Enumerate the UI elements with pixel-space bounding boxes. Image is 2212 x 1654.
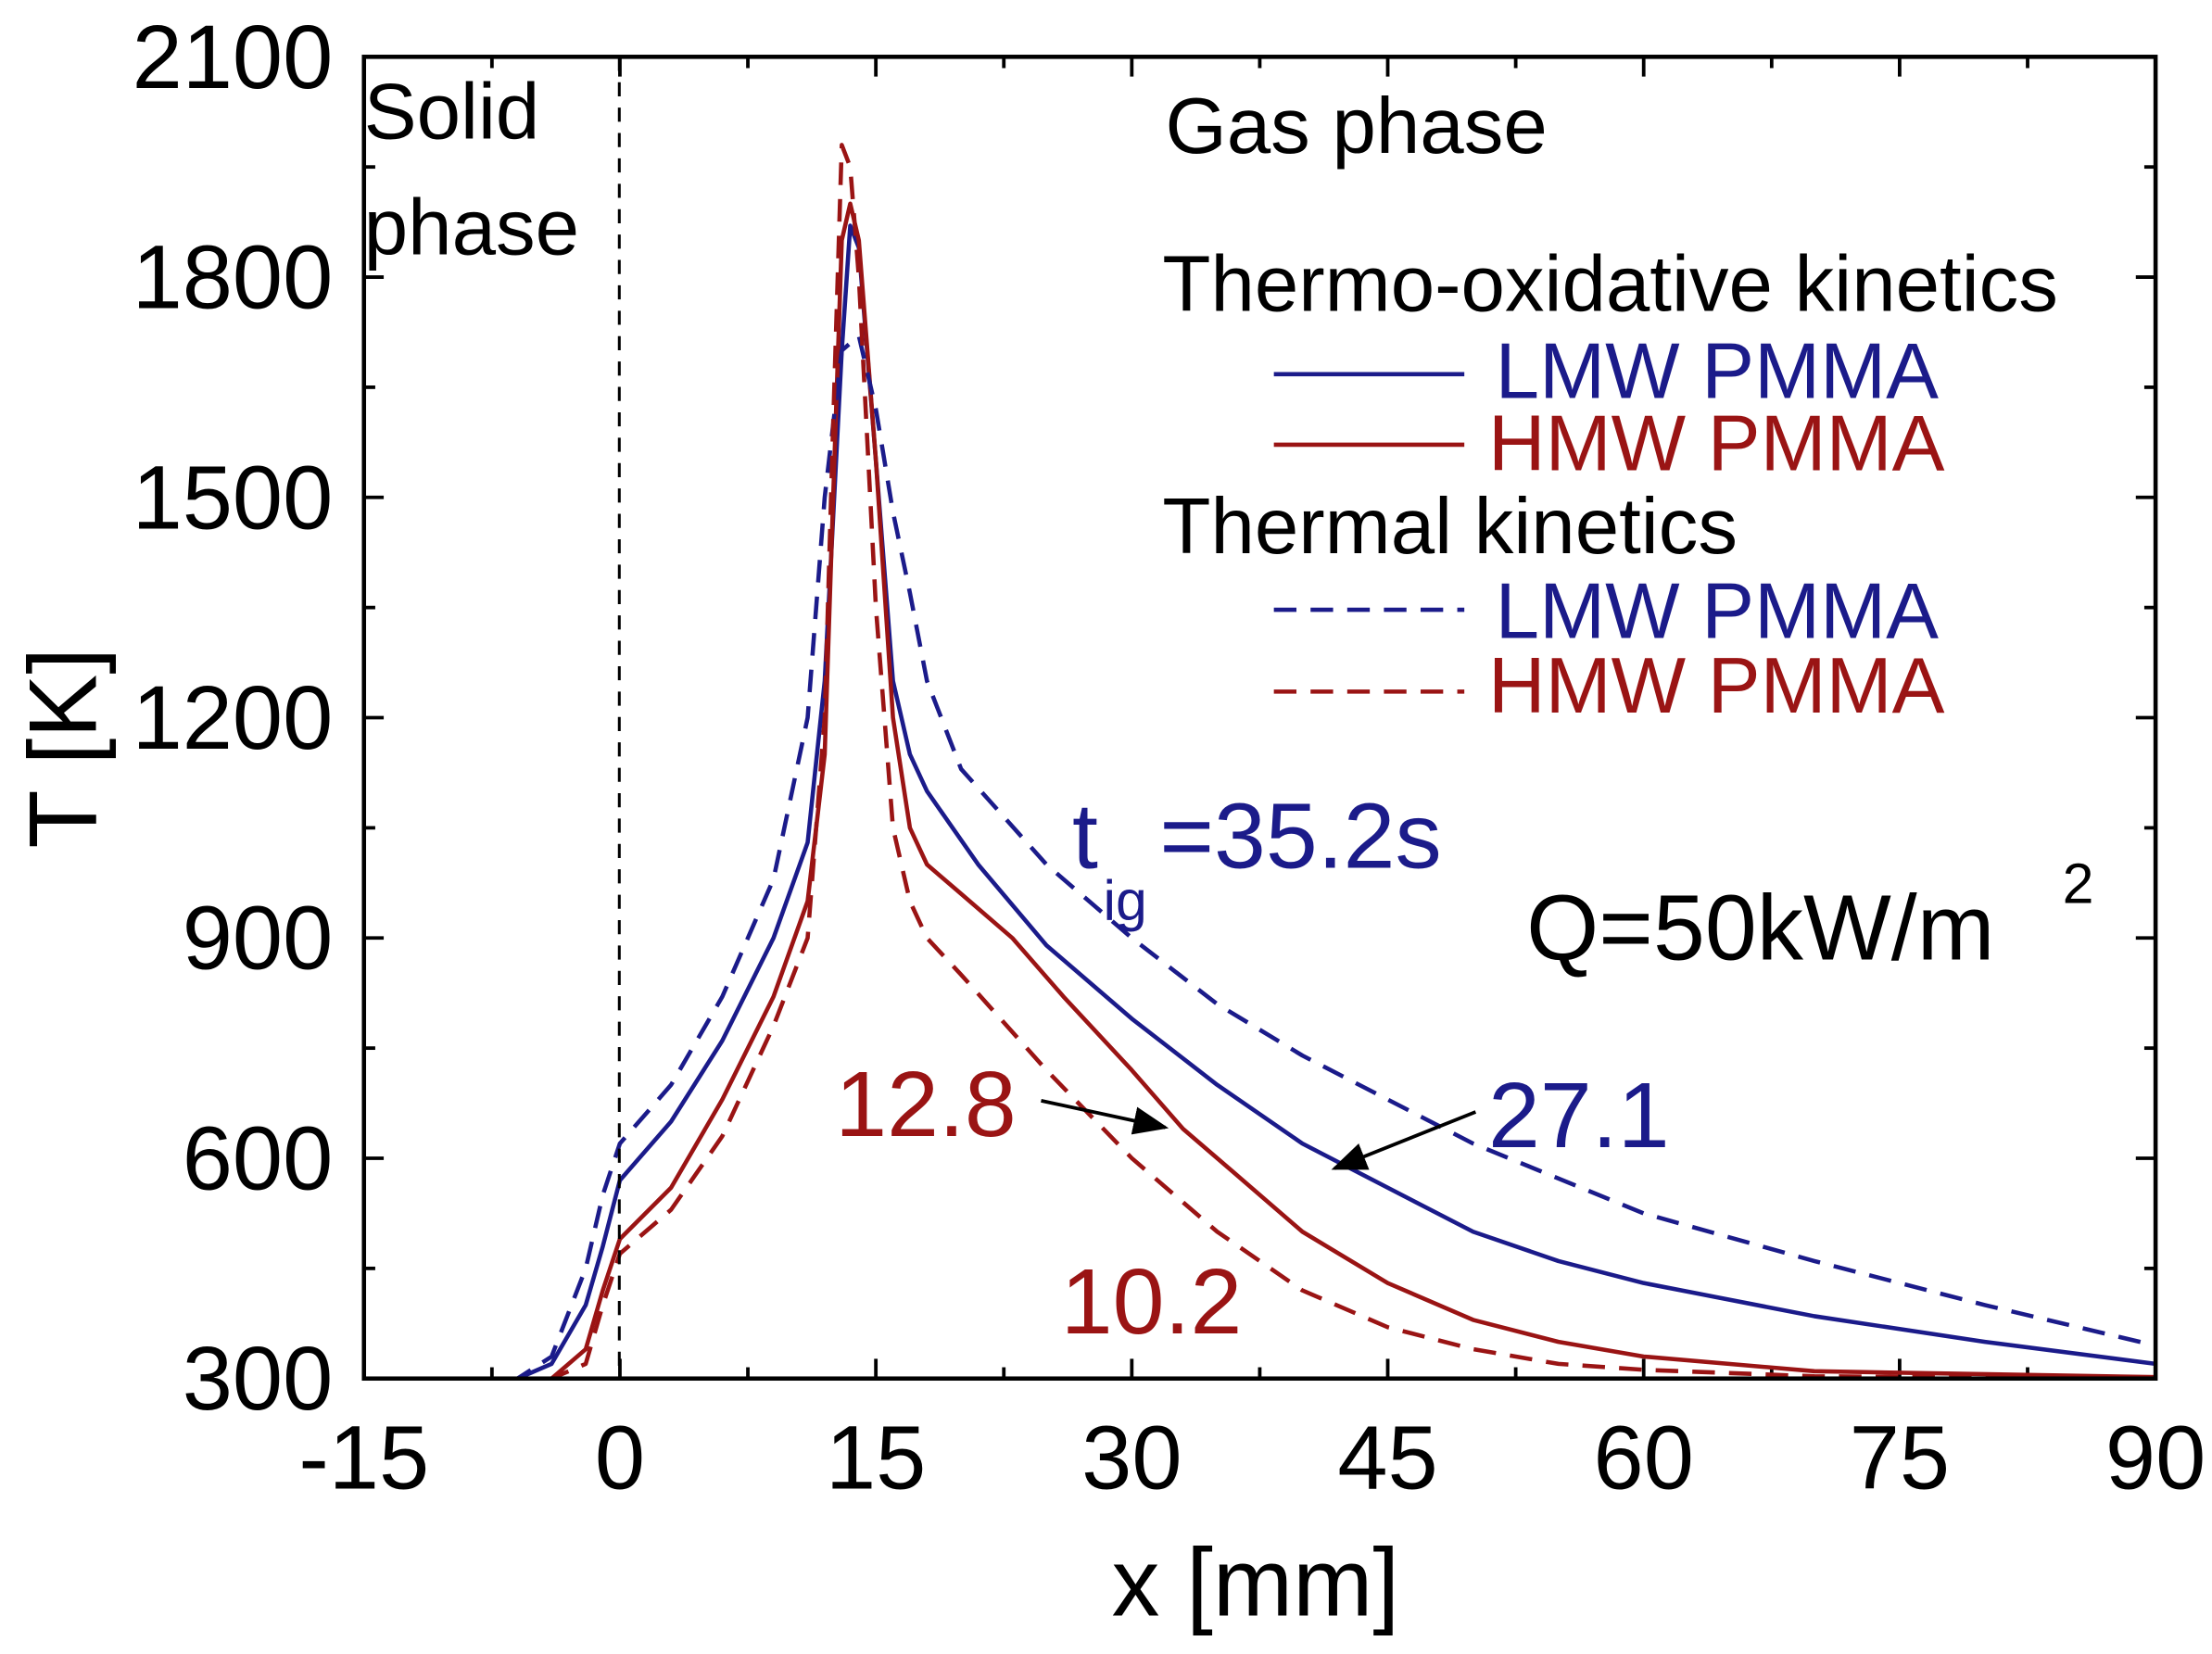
legend-entry-lmw-thermal: LMW PMMA: [1496, 568, 1939, 656]
solid-phase-label-2: phase: [364, 183, 579, 271]
axes: -15 0 15 30 45 60 75 90300600900120015001800210…: [133, 6, 2206, 1509]
legend-group-thermo-oxidative: Thermo-oxidative kinetics: [1162, 240, 2058, 328]
y-tick-label: 1200: [133, 667, 334, 768]
x-tick-label: 75: [1850, 1407, 1950, 1508]
y-tick-label: 300: [183, 1328, 334, 1429]
tig-subscript: ig: [1103, 869, 1146, 932]
x-tick-label: 60: [1594, 1407, 1694, 1508]
heat-flux-superscript: 2: [2063, 852, 2094, 915]
solid-phase-label-1: Solid: [364, 69, 540, 157]
x-tick-label: 45: [1337, 1407, 1437, 1508]
x-tick-label: -15: [298, 1407, 429, 1508]
y-tick-label: 900: [183, 888, 334, 989]
annotation-10-2: 10.2: [1061, 1250, 1243, 1354]
ignition-time-annotation: t ig =35.2s: [1072, 785, 1442, 932]
legend-entry-hmw-thermal: HMW PMMA: [1488, 642, 1945, 730]
x-tick-label: 15: [826, 1407, 926, 1508]
x-axis-label: x [mm]: [1112, 1528, 1399, 1635]
legend-group-thermal: Thermal kinetics: [1162, 483, 1738, 571]
tig-symbol: t: [1072, 785, 1098, 889]
legend-entry-hmw-oxidative: HMW PMMA: [1488, 399, 1945, 487]
arrow-27-1: [1331, 1110, 1477, 1170]
x-tick-label: 90: [2105, 1407, 2206, 1508]
annotation-27-1: 27.1: [1488, 1064, 1670, 1168]
series-line-3: [363, 143, 2156, 1382]
tig-value: =35.2s: [1159, 785, 1441, 889]
series-line-1: [363, 201, 2156, 1382]
series-line-2: [363, 334, 2156, 1382]
y-tick-label: 1500: [133, 447, 334, 548]
legend-entry-lmw-oxidative: LMW PMMA: [1496, 328, 1939, 416]
plot-frame: [361, 55, 2158, 1382]
annotation-12-8: 12.8: [835, 1053, 1017, 1156]
gas-phase-label: Gas phase: [1165, 82, 1547, 170]
series-lines: [363, 143, 2156, 1382]
legend: Thermo-oxidative kinetics LMW PMMA HMW P…: [1162, 240, 2058, 730]
x-tick-label: 0: [595, 1407, 645, 1508]
heat-flux-label: Q=50kW/m: [1526, 877, 1994, 980]
y-tick-label: 1800: [133, 227, 334, 328]
y-axis-label: T [K]: [9, 648, 117, 849]
x-tick-label: 30: [1081, 1407, 1182, 1508]
arrow-12-8: [1041, 1098, 1169, 1135]
y-tick-label: 600: [183, 1107, 334, 1208]
y-tick-label: 2100: [133, 6, 334, 107]
